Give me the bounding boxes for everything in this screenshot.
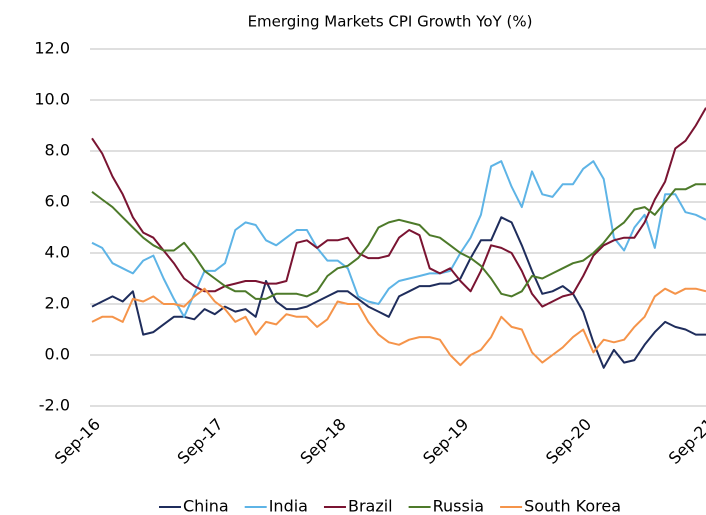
y-tick-label: 12.0	[34, 39, 70, 58]
y-tick-label: 0.0	[45, 345, 70, 364]
legend-label: India	[269, 497, 308, 515]
y-tick-label: 8.0	[45, 141, 70, 160]
y-tick-label: -2.0	[39, 396, 70, 415]
x-tick-label: Sep-19	[419, 415, 472, 468]
x-tick-label: Sep-16	[51, 415, 104, 468]
series-line	[91, 287, 706, 367]
series-line	[91, 160, 706, 318]
series-line	[91, 107, 706, 308]
series-line	[91, 183, 706, 300]
legend-label: China	[183, 497, 229, 515]
legend-label: South Korea	[524, 497, 621, 515]
x-tick-label: Sep-21	[665, 415, 706, 468]
series-line	[91, 216, 706, 369]
x-tick-label: Sep-18	[296, 415, 349, 468]
y-tick-label: 2.0	[45, 294, 70, 313]
x-tick-label: Sep-17	[174, 415, 227, 468]
legend: China India Brazil Russia South Korea	[159, 497, 621, 515]
chart-title: Emerging Markets CPI Growth YoY (%)	[248, 13, 533, 31]
y-tick-label: 6.0	[45, 192, 70, 211]
y-tick-label: 10.0	[34, 90, 70, 109]
legend-label: Russia	[433, 497, 484, 515]
legend-label: Brazil	[348, 497, 393, 515]
y-tick-label: 4.0	[45, 243, 70, 262]
x-tick-label: Sep-20	[542, 415, 595, 468]
